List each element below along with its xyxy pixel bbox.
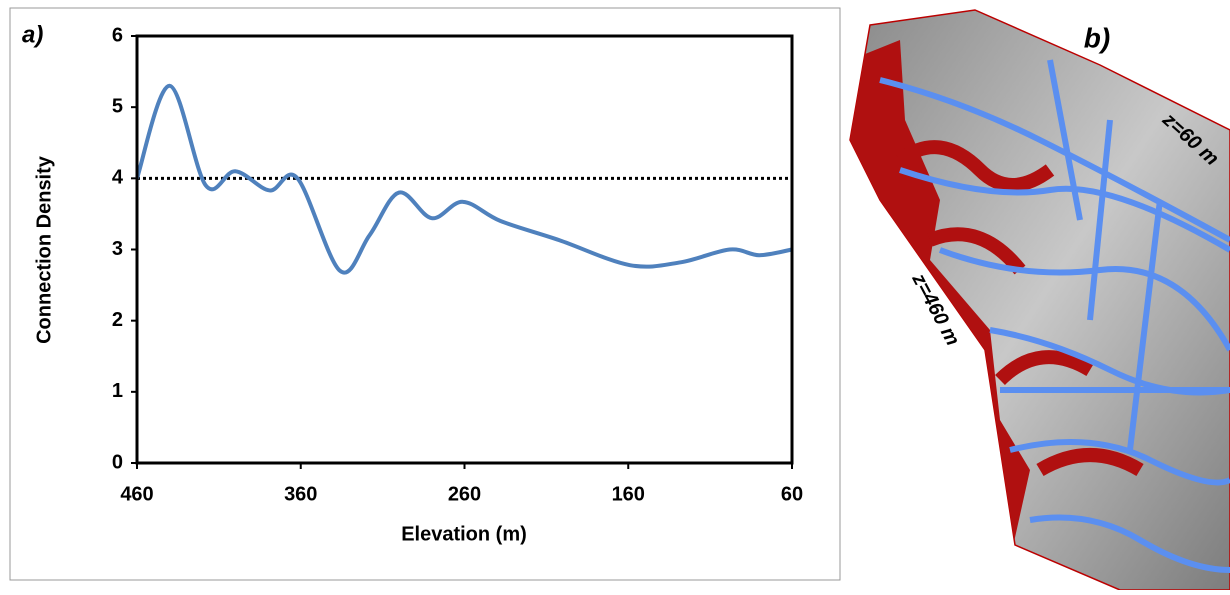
y-axis-label: Connection Density — [33, 155, 55, 344]
red-patches — [895, 140, 1144, 477]
panel-label: a) — [22, 21, 43, 48]
plot-border — [135, 34, 794, 465]
x-tick-label: 160 — [612, 483, 645, 505]
data-line — [135, 83, 793, 275]
x-tick-label: 360 — [284, 483, 317, 505]
x-tick-label: 460 — [120, 483, 153, 505]
y-tick-label: 3 — [112, 238, 123, 260]
y-tick-label: 0 — [112, 451, 123, 473]
x-axis-label: Elevation (m) — [401, 523, 527, 545]
map-outline — [849, 9, 1230, 591]
x-tick-label: 260 — [448, 483, 481, 505]
y-tick-label: 2 — [112, 309, 123, 331]
y-tick-label: 4 — [112, 167, 124, 189]
panel-label: b) — [1084, 22, 1110, 53]
chart-frame — [9, 7, 841, 581]
x-tick-label: 60 — [781, 483, 803, 505]
y-tick-label: 6 — [112, 24, 123, 46]
plot: 0 1 2 3 4 5 6 460 360 260 160 60 — [112, 24, 803, 505]
y-tick-label: 1 — [112, 380, 123, 402]
y-tick-label: 5 — [112, 95, 123, 117]
blue-channels — [879, 59, 1230, 573]
map-panel: b) z=60 m z=460 m — [849, 9, 1230, 591]
